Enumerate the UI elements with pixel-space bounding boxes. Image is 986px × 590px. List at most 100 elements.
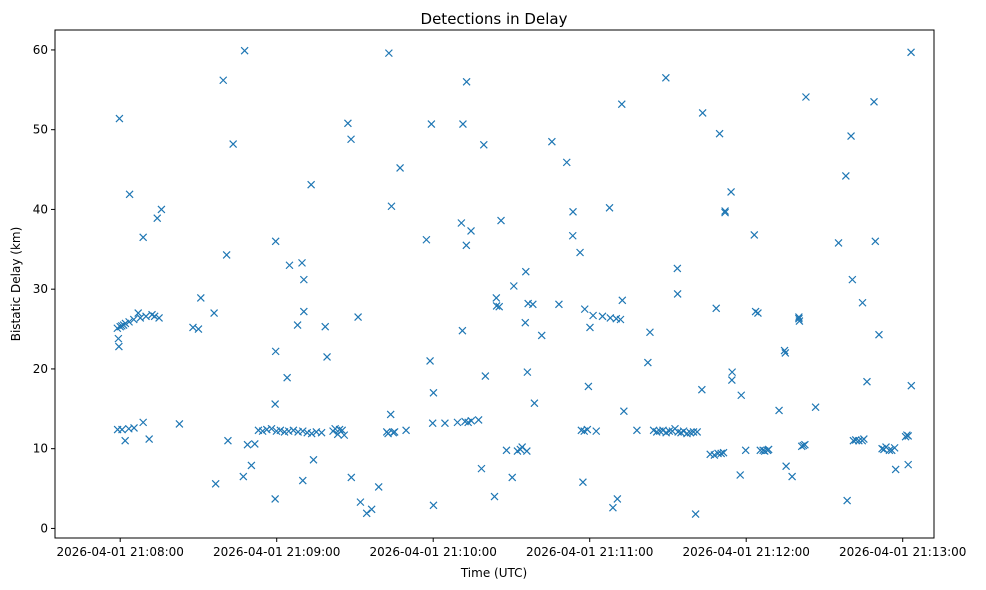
data-point-x-marker — [727, 187, 735, 196]
data-point-x-marker — [347, 135, 355, 144]
data-point-x-marker — [617, 100, 626, 109]
data-point-x-marker — [781, 349, 790, 357]
data-point-x-marker — [788, 472, 797, 481]
data-point-x-marker — [157, 205, 166, 214]
data-point-x-marker — [338, 426, 347, 435]
data-point-x-marker — [481, 372, 490, 381]
data-point-x-marker — [490, 492, 499, 501]
data-point-x-marker — [335, 425, 344, 434]
data-point-x-marker — [142, 312, 150, 321]
data-point-x-marker — [843, 496, 852, 505]
data-markers — [113, 46, 916, 518]
data-point-x-marker — [522, 447, 531, 455]
y-tick-label: 10 — [33, 442, 48, 456]
data-point-x-marker — [250, 439, 259, 448]
data-point-x-marker — [509, 282, 518, 290]
data-point-x-marker — [782, 462, 791, 471]
data-point-x-marker — [569, 207, 577, 216]
data-point-x-marker — [247, 461, 256, 470]
data-point-x-marker — [661, 73, 670, 82]
data-point-x-marker — [598, 312, 607, 321]
data-point-x-marker — [592, 427, 601, 436]
data-point-x-marker — [422, 235, 431, 244]
data-point-x-marker — [459, 120, 467, 129]
data-point-x-marker — [125, 317, 134, 326]
data-point-x-marker — [741, 446, 750, 455]
data-point-x-marker — [780, 346, 789, 355]
plot-area — [54, 29, 935, 539]
data-point-x-marker — [356, 498, 365, 507]
data-point-x-marker — [150, 312, 159, 321]
data-point-x-marker — [114, 342, 123, 351]
data-point-x-marker — [728, 368, 737, 377]
data-point-x-marker — [271, 347, 280, 356]
data-point-x-marker — [462, 241, 471, 250]
data-point-x-marker — [721, 207, 729, 215]
data-point-x-marker — [194, 325, 203, 333]
data-point-x-marker — [155, 313, 163, 322]
data-point-x-marker — [870, 97, 878, 106]
data-point-x-marker — [219, 76, 228, 85]
data-point-x-marker — [347, 473, 356, 482]
data-point-x-marker — [299, 275, 308, 284]
data-point-x-marker — [428, 419, 437, 428]
data-point-x-marker — [384, 49, 393, 58]
data-point-x-marker — [298, 476, 307, 485]
data-point-x-marker — [646, 328, 654, 337]
data-point-x-marker — [343, 119, 352, 128]
data-point-x-marker — [847, 132, 855, 140]
data-point-x-marker — [139, 418, 148, 427]
data-point-x-marker — [618, 296, 627, 305]
data-point-x-marker — [390, 428, 399, 436]
data-point-x-marker — [613, 494, 622, 503]
data-point-x-marker — [321, 322, 330, 331]
data-point-x-marker — [114, 334, 123, 343]
y-tick-label: 30 — [33, 282, 48, 296]
data-point-x-marker — [298, 427, 307, 436]
data-point-x-marker — [871, 237, 880, 246]
data-point-x-marker — [632, 426, 641, 435]
data-point-x-marker — [276, 426, 285, 435]
data-point-x-marker — [502, 446, 511, 455]
data-point-x-marker — [323, 353, 331, 361]
data-point-x-marker — [267, 424, 276, 433]
data-point-x-marker — [453, 418, 462, 427]
data-point-x-marker — [222, 250, 231, 259]
data-point-x-marker — [605, 203, 614, 212]
data-point-x-marker — [907, 48, 915, 57]
data-point-x-marker — [497, 216, 505, 225]
data-point-x-marker — [528, 300, 537, 309]
data-point-x-marker — [396, 164, 405, 172]
data-point-x-marker — [875, 330, 883, 339]
data-point-x-marker — [307, 180, 316, 189]
data-point-x-marker — [492, 294, 501, 302]
data-point-x-marker — [271, 237, 280, 246]
data-point-x-marker — [495, 302, 504, 311]
data-point-x-marker — [834, 239, 843, 247]
data-point-x-marker — [717, 449, 726, 458]
data-point-x-marker — [289, 426, 298, 435]
x-tick-label: 2026-04-01 21:11:00 — [526, 545, 653, 559]
data-point-x-marker — [811, 403, 820, 412]
data-point-x-marker — [134, 309, 143, 318]
data-point-x-marker — [521, 267, 530, 276]
data-point-x-marker — [239, 472, 248, 481]
data-point-x-marker — [697, 385, 706, 394]
data-point-x-marker — [210, 309, 219, 318]
data-point-x-marker — [890, 443, 899, 452]
data-point-x-marker — [719, 448, 728, 457]
data-point-x-marker — [271, 494, 280, 503]
data-point-x-marker — [673, 290, 682, 298]
data-point-x-marker — [904, 460, 913, 469]
data-point-x-marker — [859, 435, 868, 444]
data-point-x-marker — [374, 483, 383, 491]
data-point-x-marker — [492, 302, 501, 310]
data-point-x-marker — [589, 311, 598, 320]
data-point-x-marker — [619, 407, 628, 416]
x-tick-label: 2026-04-01 21:09:00 — [213, 545, 340, 559]
data-point-x-marker — [616, 315, 625, 324]
data-point-x-marker — [555, 300, 563, 309]
x-tick-label: 2026-04-01 21:08:00 — [56, 545, 183, 559]
data-point-x-marker — [863, 377, 871, 386]
